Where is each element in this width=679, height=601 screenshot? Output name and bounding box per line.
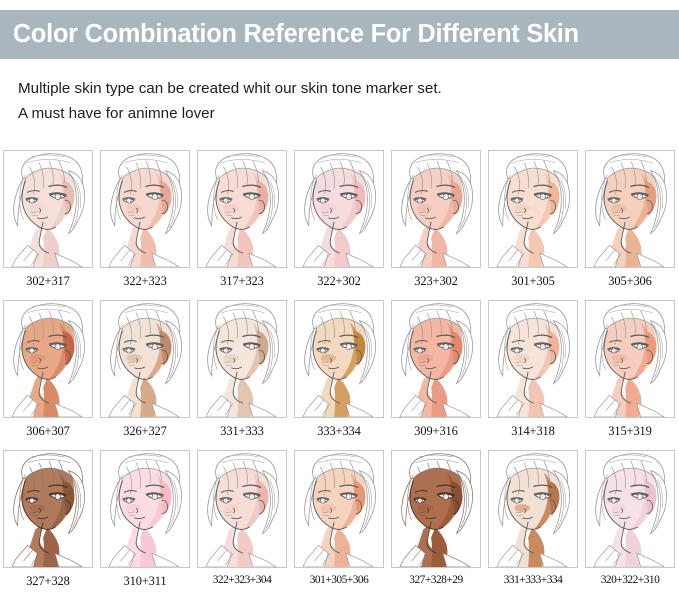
marker-combination-label: 331+333+334	[503, 574, 563, 586]
skin-tone-portrait-image	[585, 450, 675, 568]
swatch-cell[interactable]: 314+318	[488, 300, 578, 439]
subtitle-line-2: A must have for animne lover	[18, 105, 215, 122]
swatch-row: 306+307 326+327	[0, 300, 679, 450]
marker-combination-label: 314+318	[511, 424, 555, 438]
swatch-cell[interactable]: 326+327	[100, 300, 190, 439]
marker-combination-label: 315+319	[608, 424, 652, 438]
swatch-cell[interactable]: 327+328+29	[391, 450, 481, 589]
swatch-cell[interactable]: 331+333	[197, 300, 287, 439]
swatch-cell[interactable]: 327+328	[3, 450, 93, 589]
marker-combination-label: 305+306	[608, 274, 652, 288]
swatch-cell[interactable]: 320+322+310	[585, 450, 675, 589]
marker-combination-label: 320+322+310	[600, 574, 660, 586]
swatch-cell[interactable]: 323+302	[391, 150, 481, 289]
page-title: Color Combination Reference For Differen…	[12, 20, 579, 48]
swatch-cell[interactable]: 333+334	[294, 300, 384, 439]
marker-combination-label: 322+323	[123, 274, 167, 288]
swatch-cell[interactable]: 322+302	[294, 150, 384, 289]
swatch-row-cells: 302+317 322+323	[0, 150, 679, 289]
swatch-cell[interactable]: 317+323	[197, 150, 287, 289]
swatch-cell[interactable]: 301+305+306	[294, 450, 384, 589]
skin-tone-portrait-image	[488, 300, 578, 418]
header-bar: Color Combination Reference For Differen…	[0, 10, 679, 59]
skin-tone-portrait-image	[3, 300, 93, 418]
skin-tone-portrait-image	[585, 150, 675, 268]
marker-combination-label: 301+305	[511, 274, 555, 288]
skin-tone-portrait-image	[391, 300, 481, 418]
swatch-cell[interactable]: 310+311	[100, 450, 190, 589]
marker-combination-label: 327+328	[26, 574, 70, 588]
marker-combination-label: 317+323	[220, 274, 264, 288]
skin-tone-portrait-image	[100, 450, 190, 568]
skin-tone-portrait-image	[197, 450, 287, 568]
skin-tone-portrait-image	[294, 150, 384, 268]
skin-tone-portrait-image	[488, 150, 578, 268]
skin-tone-portrait-image	[294, 450, 384, 568]
swatch-row: 327+328 310+311	[0, 450, 679, 600]
skin-tone-portrait-image	[197, 150, 287, 268]
marker-combination-label: 323+302	[414, 274, 458, 288]
swatch-row-cells: 306+307 326+327	[0, 300, 679, 439]
marker-combination-label: 322+302	[317, 274, 361, 288]
swatch-grid: 302+317 322+323	[0, 150, 679, 600]
swatch-cell[interactable]: 306+307	[3, 300, 93, 439]
swatch-cell[interactable]: 301+305	[488, 150, 578, 289]
marker-combination-label: 302+317	[26, 274, 70, 288]
skin-tone-portrait-image	[100, 300, 190, 418]
marker-combination-label: 327+328+29	[409, 574, 463, 586]
swatch-cell[interactable]: 322+323+304	[197, 450, 287, 589]
skin-tone-portrait-image	[391, 450, 481, 568]
marker-combination-label: 309+316	[414, 424, 458, 438]
swatch-cell[interactable]: 322+323	[100, 150, 190, 289]
skin-tone-portrait-image	[3, 450, 93, 568]
swatch-row-cells: 327+328 310+311	[0, 450, 679, 589]
marker-combination-label: 306+307	[26, 424, 70, 438]
skin-tone-portrait-image	[585, 300, 675, 418]
skin-tone-portrait-image	[197, 300, 287, 418]
swatch-cell[interactable]: 331+333+334	[488, 450, 578, 589]
skin-tone-portrait-image	[488, 450, 578, 568]
swatch-cell[interactable]: 315+319	[585, 300, 675, 439]
subtitle-line-1: Multiple skin type can be created whit o…	[18, 80, 442, 97]
marker-combination-label: 322+323+304	[212, 574, 272, 586]
subtitle-block: Multiple skin type can be created whit o…	[18, 76, 658, 126]
skin-tone-portrait-image	[391, 150, 481, 268]
swatch-cell[interactable]: 309+316	[391, 300, 481, 439]
skin-tone-portrait-image	[100, 150, 190, 268]
marker-combination-label: 310+311	[123, 574, 167, 588]
marker-combination-label: 301+305+306	[309, 574, 369, 586]
marker-combination-label: 333+334	[317, 424, 361, 438]
marker-combination-label: 326+327	[123, 424, 167, 438]
swatch-cell[interactable]: 305+306	[585, 150, 675, 289]
skin-tone-portrait-image	[294, 300, 384, 418]
skin-tone-portrait-image	[3, 150, 93, 268]
marker-combination-label: 331+333	[220, 424, 264, 438]
swatch-cell[interactable]: 302+317	[3, 150, 93, 289]
swatch-row: 302+317 322+323	[0, 150, 679, 300]
